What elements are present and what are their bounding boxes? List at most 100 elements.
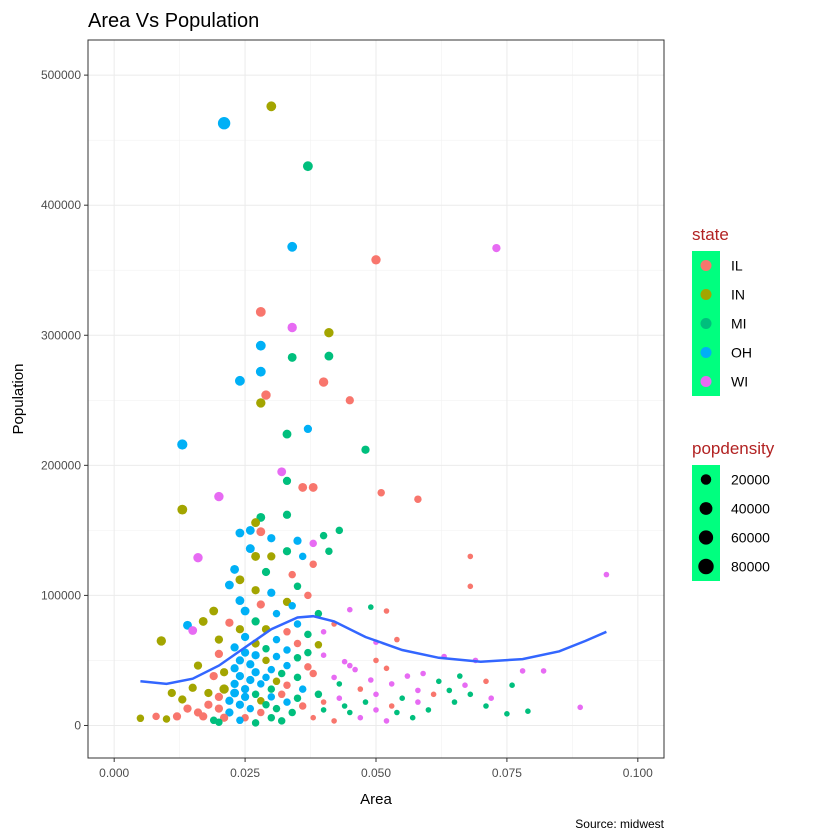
data-point-mi [251,617,260,626]
data-point-il [257,708,265,717]
data-point-wi [331,674,337,681]
data-point-mi [325,547,333,555]
data-point-il [309,669,317,678]
data-point-mi [282,429,292,439]
data-point-wi [488,695,495,701]
data-point-mi [262,700,270,709]
data-point-wi [368,677,374,683]
data-point-il [331,718,337,724]
data-point-il [388,703,395,709]
data-point-wi [373,707,379,713]
data-point-oh [293,536,302,545]
data-point-mi [399,695,406,701]
legend-size-label-60000: 60000 [731,530,770,546]
data-point-mi [457,673,463,679]
data-point-il [277,690,286,699]
data-point-oh [235,656,245,665]
data-point-il [199,712,208,721]
data-point-oh [246,704,255,713]
legend-label-il: IL [731,258,743,274]
data-point-mi [362,699,369,705]
data-point-mi [409,714,416,721]
data-point-wi [357,714,364,721]
data-point-oh [267,665,276,674]
data-point-wi [519,668,526,674]
data-point-wi [320,629,327,635]
data-point-oh [177,439,188,450]
data-point-il [309,560,317,568]
x-tick-label: 0.075 [492,766,522,780]
data-point-oh [235,528,245,538]
data-point-mi [304,648,312,657]
legend-size-label-40000: 40000 [731,501,770,517]
data-point-il [219,713,229,722]
data-point-il [214,692,224,702]
data-point-mi [368,604,374,610]
data-point-in [235,625,245,634]
data-point-oh [246,675,255,685]
data-point-il [383,608,390,614]
data-point-oh [293,620,302,628]
data-point-in [214,635,224,644]
data-point-mi [324,351,334,361]
data-point-in [219,684,229,694]
data-point-il [214,649,224,659]
data-point-il [288,570,296,579]
data-point-wi [540,668,547,674]
data-point-wi [309,539,317,548]
data-point-mi [319,531,328,540]
legend-key-mi [700,318,712,329]
data-point-mi [335,526,344,535]
data-point-il [483,678,489,685]
data-point-il [152,712,160,721]
data-point-mi [436,678,442,685]
data-point-mi [251,690,260,699]
data-point-oh [225,708,234,717]
data-point-oh [272,652,281,661]
data-point-in [251,518,261,528]
data-point-oh [255,340,266,351]
data-point-mi [320,707,327,713]
data-point-mi [483,703,489,709]
data-point-in [167,688,176,698]
data-point-oh [251,651,260,660]
data-point-oh [287,241,298,252]
data-point-wi [373,691,379,698]
caption: Source: midwest [575,817,664,831]
data-point-mi [425,707,432,713]
axis-ticks: 0.000 0.025 0.050 0.075 0.100 0 100000 200000 30… [41,68,653,780]
data-point-mi [509,682,515,688]
data-point-wi [347,606,353,613]
data-point-mi [282,510,292,519]
legend-size-key-80000 [698,558,714,575]
data-point-in [251,586,260,595]
data-point-il [204,700,213,709]
data-point-mi [525,708,531,714]
data-point-il [345,396,354,405]
data-point-wi [352,666,358,673]
data-point-il [298,482,308,492]
data-point-il [261,390,271,400]
legend-size-key-60000 [698,530,714,545]
data-point-mi [302,161,313,172]
data-point-oh [240,648,250,657]
data-point-mi [446,687,453,694]
data-point-oh [298,685,307,693]
data-point-il [293,639,302,648]
data-point-wi [420,670,426,677]
data-point-oh [257,680,265,688]
legend-label-oh: OH [731,345,752,361]
legend-key-wi [700,376,712,387]
data-point-oh [230,643,239,652]
data-point-oh [272,609,281,618]
data-point-mi [277,717,286,725]
data-point-in [156,636,166,646]
y-tick-label: 0 [74,718,81,732]
data-point-il [283,681,291,689]
data-point-oh [272,635,281,644]
data-point-oh [224,580,234,590]
y-tick-label: 400000 [41,198,81,212]
data-point-il [383,665,390,672]
data-point-il [371,255,381,265]
data-point-in [136,714,145,723]
